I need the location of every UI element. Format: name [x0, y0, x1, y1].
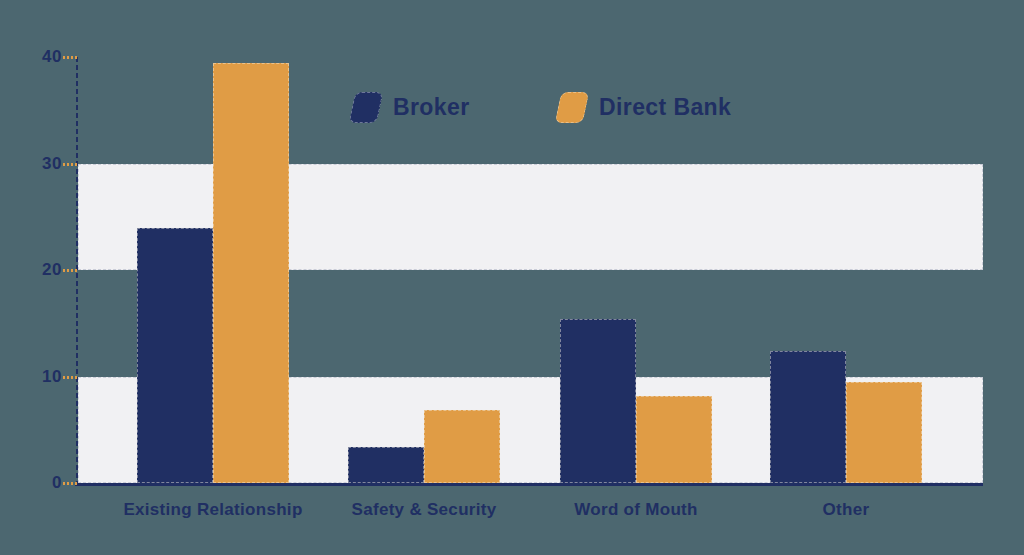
broker-swatch-icon — [349, 92, 384, 123]
y-tick-label: 0 — [0, 473, 62, 493]
x-axis-line — [75, 483, 983, 486]
category-label: Existing Relationship — [123, 500, 302, 520]
y-tick-mark — [63, 269, 77, 272]
bar-broker — [137, 228, 213, 483]
y-tick-mark — [63, 376, 77, 379]
legend-label-broker: Broker — [393, 94, 470, 121]
y-tick-mark — [63, 482, 77, 485]
y-tick-label: 40 — [0, 47, 62, 67]
y-tick-label: 20 — [0, 260, 62, 280]
bar-broker — [770, 351, 846, 483]
bar-direct-bank — [213, 63, 289, 483]
legend-item-direct-bank: Direct Bank — [558, 90, 731, 124]
legend-item-broker: Broker — [352, 90, 470, 124]
bar-direct-bank — [636, 396, 712, 483]
category-label: Safety & Security — [352, 500, 497, 520]
y-tick-mark — [63, 56, 77, 59]
bar-chart: Broker Direct Bank 0 10 20 30 40 Existing Rel… — [0, 0, 1024, 555]
y-tick-label: 30 — [0, 154, 62, 174]
bar-direct-bank — [846, 382, 922, 483]
category-label: Other — [823, 500, 870, 520]
category-label: Word of Mouth — [574, 500, 698, 520]
bar-broker — [348, 447, 424, 483]
bar-direct-bank — [424, 410, 500, 483]
y-tick-mark — [63, 163, 77, 166]
y-tick-label: 10 — [0, 367, 62, 387]
bar-broker — [560, 319, 636, 483]
legend-label-direct-bank: Direct Bank — [599, 94, 731, 121]
direct-bank-swatch-icon — [555, 92, 590, 123]
